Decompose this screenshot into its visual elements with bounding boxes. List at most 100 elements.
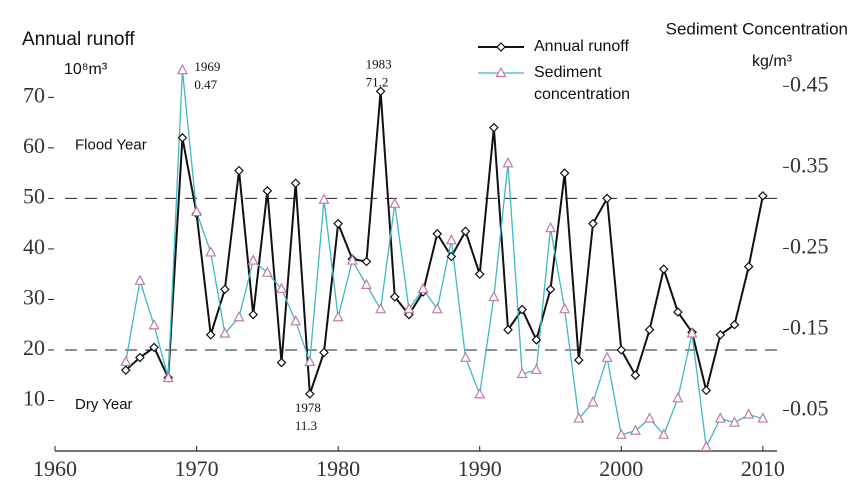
marker [474,269,485,280]
marker [403,302,415,314]
marker [135,352,145,363]
marker [757,412,769,423]
marker [332,310,344,322]
marker [517,304,528,315]
y-axis-title: Annual runoff [22,29,135,50]
y-tick-label: 20 [23,335,45,360]
marker [686,327,698,338]
marker [432,228,443,239]
marker [431,302,443,314]
marker [743,261,754,272]
marker [658,264,669,274]
marker [318,193,330,204]
marker [445,234,457,245]
marker [729,416,741,427]
y2-tick-label: 0.15 [790,314,829,339]
marker [234,165,244,176]
marker [360,278,372,289]
marker [602,193,612,204]
marker [247,254,259,265]
marker [644,324,655,335]
marker [573,412,585,423]
y-axis-unit: 10⁸m³ [64,61,108,78]
marker [629,424,641,435]
marker [220,284,230,295]
reference-label: Flood Year [75,136,147,153]
marker [460,226,471,237]
marker [290,315,302,326]
marker [446,251,457,262]
annotation-value: 11.3 [295,418,317,433]
marker [587,396,599,407]
marker [248,309,259,320]
marker [644,412,656,423]
x-tick-label: 1970 [175,456,219,481]
marker [673,307,683,317]
marker [559,302,571,314]
marker [701,385,712,396]
marker [545,284,556,295]
x-tick-label: 1990 [458,456,502,481]
marker [417,282,429,294]
annotation-value: 0.47 [194,77,217,92]
marker [630,370,641,381]
marker [757,191,768,201]
marker [729,319,740,330]
marker [120,355,132,366]
marker [389,197,401,208]
marker [205,329,216,340]
y-tick-label: 10 [23,386,45,411]
marker [346,254,358,265]
marker [191,205,203,217]
annotation-year: 1983 [366,56,392,71]
marker [261,266,273,277]
marker [148,319,160,330]
x-tick-label: 1980 [316,456,360,481]
marker [488,290,500,302]
reference-label: Dry Year [75,396,133,413]
marker [233,310,245,322]
marker [714,412,726,423]
marker [361,256,372,267]
marker [333,218,343,229]
marker [502,157,514,168]
marker [304,355,316,366]
marker [176,63,188,75]
marker [700,440,712,452]
marker [531,335,542,345]
x-tick-label: 2000 [599,456,643,481]
series-line [125,91,764,395]
x-tick-label: 1960 [33,456,77,481]
marker [304,389,315,399]
marker [219,327,231,338]
marker [658,428,670,439]
marker [715,329,726,340]
marker [615,428,627,439]
marker [559,168,570,178]
y-tick-label: 40 [23,234,45,259]
marker [290,178,301,189]
marker [672,392,684,403]
marker [162,371,174,383]
marker [276,282,288,294]
marker [319,347,329,358]
y-tick-label: 70 [23,82,45,107]
marker [177,132,188,143]
marker [276,357,287,368]
legend-marker [496,42,506,52]
y2-tick-label: 0.45 [790,71,829,96]
annotation-value: 71.2 [366,74,389,89]
marker [601,351,613,362]
marker [588,218,598,229]
marker [134,274,146,285]
legend-label: Annual runoff [534,38,629,55]
marker [120,365,131,376]
annotation-year: 1969 [194,59,220,74]
marker [743,408,755,419]
y-tick-label: 60 [23,133,45,158]
marker [573,355,584,365]
y2-tick-label: 0.05 [790,396,829,421]
y2-tick-label: 0.35 [790,152,829,177]
marker [205,246,217,257]
y2-axis-title: Sediment Concentration [666,19,848,38]
